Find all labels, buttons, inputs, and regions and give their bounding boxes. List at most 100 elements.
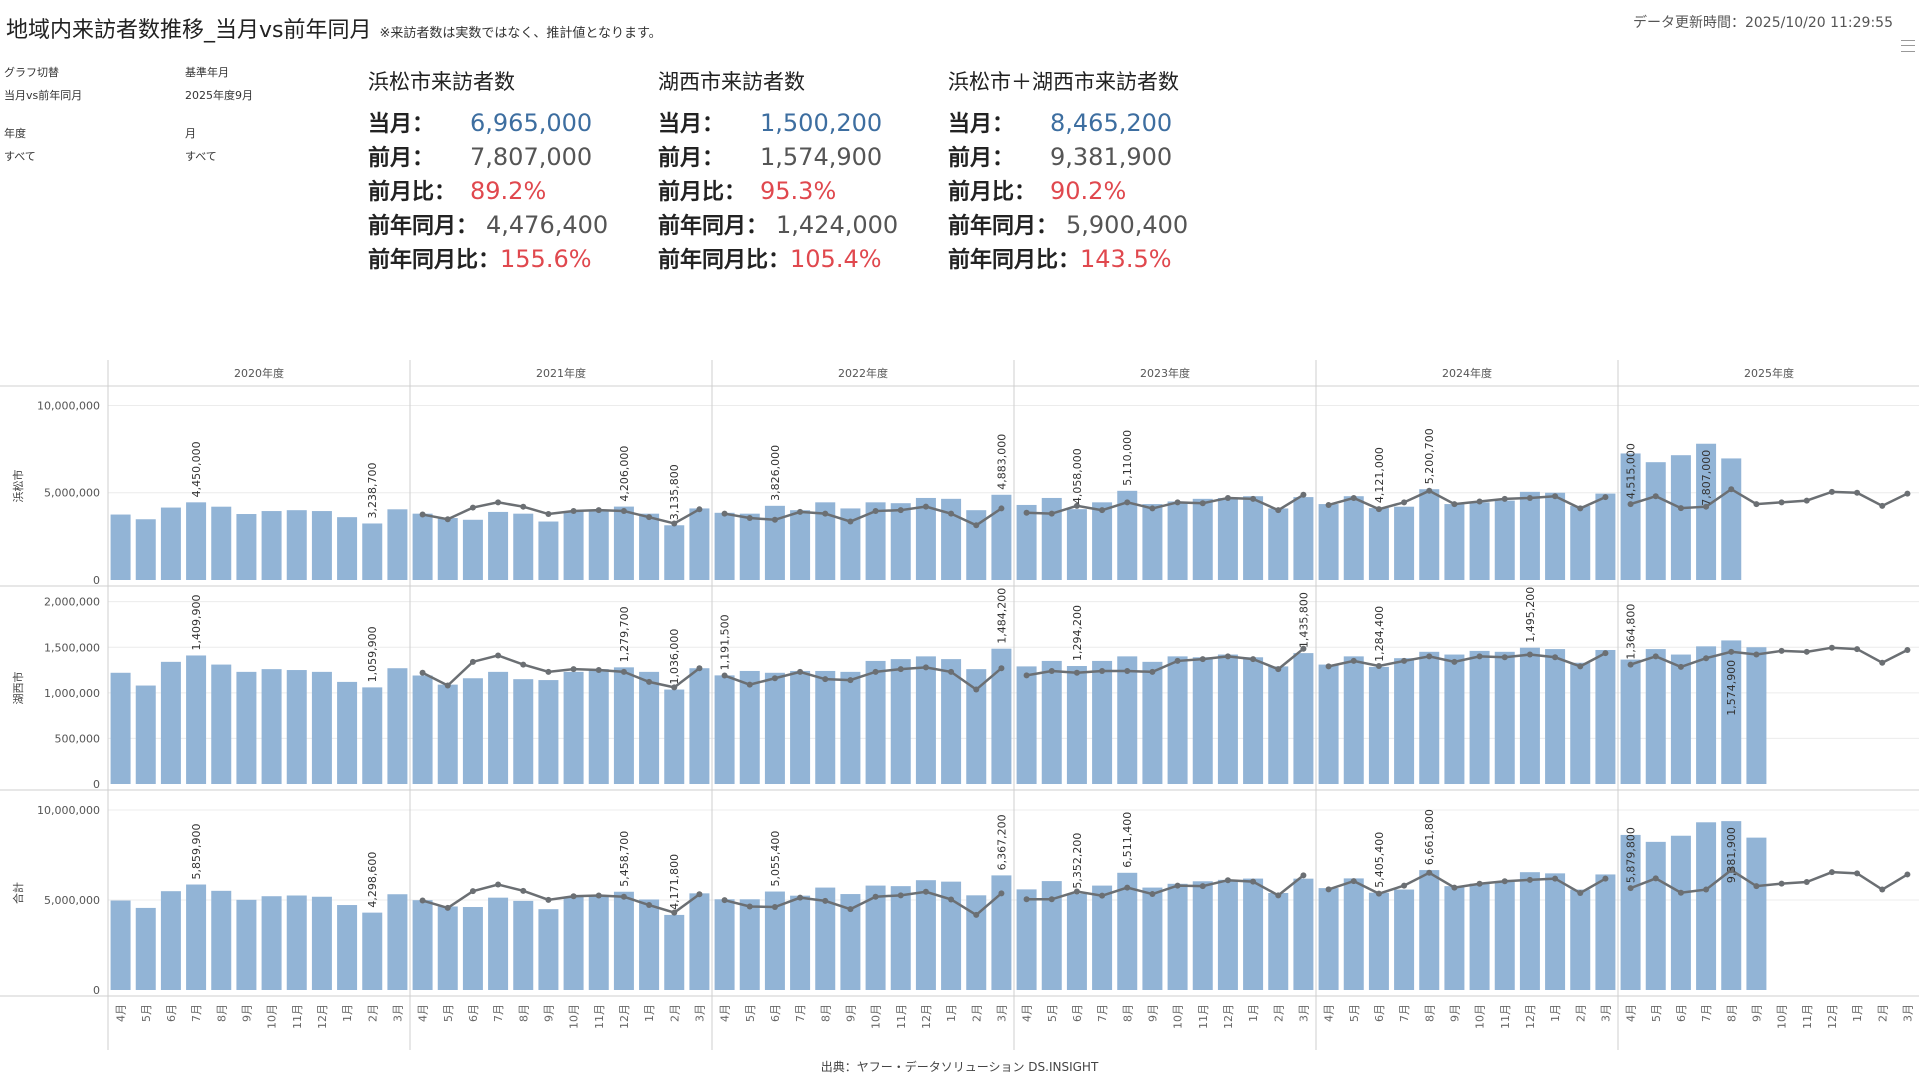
prev-year-point (1048, 896, 1055, 903)
data-label: 1,484,200 (995, 588, 1008, 644)
month-label: 1月 (1549, 1004, 1562, 1022)
fiscal-year-label: 2023年度 (1140, 366, 1190, 380)
month-label: 10月 (266, 1004, 279, 1029)
month-label: 2月 (366, 1004, 379, 1022)
month-label: 12月 (1222, 1004, 1235, 1029)
prev-year-point (520, 503, 527, 510)
kpi-yoy-ratio-value: 105.4% (790, 245, 882, 273)
month-label: 6月 (1373, 1004, 1386, 1022)
prev-year-line (1328, 652, 1607, 668)
prev-year-point (1501, 654, 1508, 661)
bar (739, 513, 760, 580)
bar (1696, 646, 1717, 784)
bar (840, 894, 861, 990)
data-label: 4,883,000 (995, 434, 1008, 490)
bar (135, 907, 156, 990)
filter-value[interactable]: 当月vs前年同月 (4, 89, 83, 102)
prev-year-point (872, 668, 879, 675)
bar (1016, 889, 1037, 990)
bar (689, 893, 710, 990)
filter-value[interactable]: すべて (185, 150, 217, 163)
month-label: 1月 (945, 1004, 958, 1022)
bar (1217, 497, 1238, 580)
prev-year-point (1275, 507, 1282, 514)
bar (1293, 497, 1314, 580)
bar (110, 672, 131, 784)
prev-year-line (1328, 871, 1607, 896)
bar (538, 680, 559, 784)
prev-year-point (1224, 877, 1231, 884)
bar (588, 895, 609, 990)
prev-year-point (1728, 867, 1735, 874)
prev-year-point (998, 505, 1005, 512)
bar (664, 914, 685, 990)
kpi-yoy-ratio-label: 前年同月比： (948, 248, 1081, 273)
bar (1444, 654, 1465, 784)
prev-year-point (520, 661, 527, 668)
prev-year-point (771, 675, 778, 682)
bar (790, 670, 811, 784)
bar (1092, 885, 1113, 990)
update-time-label: データ更新時間： (1632, 15, 1745, 31)
bar (890, 659, 911, 784)
filter-graph-switch[interactable]: グラフ切替 当月vs前年同月 (4, 64, 82, 103)
prev-year-point (469, 888, 476, 895)
filter-month[interactable]: 月 すべて (185, 125, 217, 164)
prev-year-point (1577, 889, 1584, 896)
data-label: 5,859,900 (190, 824, 203, 880)
filter-base-month[interactable]: 基準年月 2025年度9月 (185, 64, 253, 103)
filter-fiscal-year[interactable]: 年度 すべて (4, 125, 36, 164)
bar (1117, 656, 1138, 784)
bar (1595, 874, 1616, 990)
prev-year-point (771, 904, 778, 911)
prev-year-point (1526, 494, 1533, 501)
prev-year-point (1552, 654, 1559, 661)
month-label: 12月 (1826, 1004, 1839, 1029)
bar (1016, 666, 1037, 784)
bar (412, 675, 433, 784)
data-label: 4,171,800 (668, 854, 681, 910)
data-label: 1,294,200 (1071, 605, 1084, 661)
bar (135, 685, 156, 784)
prev-year-point (444, 516, 451, 523)
prev-year-point (847, 906, 854, 913)
month-label: 3月 (391, 1004, 404, 1022)
month-label: 9月 (1750, 1004, 1763, 1022)
month-label: 3月 (1599, 1004, 1612, 1022)
month-label: 7月 (1398, 1004, 1411, 1022)
bar (1117, 872, 1138, 990)
prev-year-point (1426, 869, 1433, 876)
visitor-trend-chart: 2020年度 2021年度 2022年度 2023年度 2024年度 2025年度 0 5,0… (0, 360, 1919, 1050)
filter-value[interactable]: すべて (4, 150, 36, 163)
prev-year-point (1602, 494, 1609, 501)
y-tick-label: 2,000,000 (44, 596, 100, 609)
bar (236, 514, 257, 580)
month-label: 12月 (316, 1004, 329, 1029)
bar (437, 684, 458, 784)
prev-year-point (1451, 501, 1458, 508)
prev-year-point (1854, 870, 1861, 877)
bar (1142, 887, 1163, 990)
kpi-kosai: 湖西市来訪者数 当月： 1,500,200 前月： 1,574,900 前月比： 95… (658, 66, 898, 276)
prev-year-point (570, 666, 577, 673)
data-label: 6,661,800 (1423, 809, 1436, 865)
data-label: 5,405,400 (1373, 832, 1386, 888)
prev-year-point (746, 515, 753, 522)
month-label: 9月 (844, 1004, 857, 1022)
bar (1570, 889, 1591, 990)
bar (664, 525, 685, 580)
bar (1243, 657, 1264, 784)
prev-year-point (1149, 891, 1156, 898)
prev-year-point (1275, 666, 1282, 673)
prev-year-point (545, 668, 552, 675)
filter-value[interactable]: 2025年度9月 (185, 89, 253, 102)
prev-year-point (1401, 882, 1408, 889)
bar (462, 519, 483, 580)
bar (1545, 873, 1566, 990)
bar (941, 498, 962, 580)
kpi-yoy-label: 前年同月： (948, 214, 1059, 239)
prev-year-point (771, 516, 778, 523)
kpi-prev-label: 前月： (368, 146, 435, 171)
menu-icon[interactable] (1901, 40, 1915, 52)
prev-year-point (646, 902, 653, 909)
